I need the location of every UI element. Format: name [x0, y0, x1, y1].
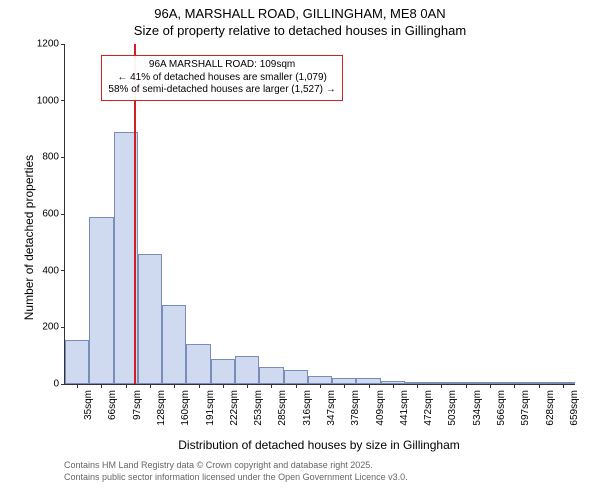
chart-container: 96A, MARSHALL ROAD, GILLINGHAM, ME8 0AN … [0, 0, 600, 500]
annotation-box: 96A MARSHALL ROAD: 109sqm← 41% of detach… [101, 55, 342, 101]
x-tick-mark [320, 384, 321, 388]
x-tick-mark [223, 384, 224, 388]
x-tick-mark [126, 384, 127, 388]
y-tick-label: 0 [53, 379, 65, 390]
y-tick-label: 800 [42, 152, 65, 163]
x-tick-label: 160sqm [178, 390, 191, 426]
annotation-line: 96A MARSHALL ROAD: 109sqm [108, 59, 335, 72]
annotation-line: ← 41% of detached houses are smaller (1,… [108, 72, 335, 85]
histogram-bar [259, 367, 283, 384]
histogram-bar [356, 378, 380, 384]
histogram-bar [65, 340, 89, 384]
x-tick-label: 659sqm [567, 390, 580, 426]
histogram-bar [211, 359, 235, 385]
x-tick-mark [271, 384, 272, 388]
x-tick-mark [466, 384, 467, 388]
x-tick-label: 472sqm [421, 390, 434, 426]
title-line-2: Size of property relative to detached ho… [0, 23, 600, 40]
x-tick-label: 285sqm [275, 390, 288, 426]
x-tick-mark [77, 384, 78, 388]
histogram-bar [162, 305, 186, 384]
histogram-bar [381, 381, 405, 384]
x-tick-label: 35sqm [81, 390, 94, 420]
x-tick-mark [563, 384, 564, 388]
y-tick-label: 1000 [37, 95, 65, 106]
x-tick-mark [393, 384, 394, 388]
chart-title: 96A, MARSHALL ROAD, GILLINGHAM, ME8 0AN … [0, 0, 600, 40]
x-axis-label: Distribution of detached houses by size … [64, 438, 574, 452]
x-tick-label: 191sqm [203, 390, 216, 426]
histogram-bar [429, 382, 453, 384]
x-tick-mark [490, 384, 491, 388]
histogram-bar [502, 382, 526, 384]
x-tick-mark [417, 384, 418, 388]
histogram-bar [235, 356, 259, 384]
y-axis-label: Number of detached properties [22, 155, 36, 320]
x-tick-mark [344, 384, 345, 388]
x-tick-mark [441, 384, 442, 388]
plot-area: 02004006008001000120035sqm66sqm97sqm128s… [64, 44, 575, 385]
x-tick-mark [101, 384, 102, 388]
x-tick-label: 503sqm [445, 390, 458, 426]
x-tick-label: 316sqm [300, 390, 313, 426]
x-tick-mark [296, 384, 297, 388]
x-tick-label: 409sqm [373, 390, 386, 426]
x-tick-label: 128sqm [154, 390, 167, 426]
title-line-1: 96A, MARSHALL ROAD, GILLINGHAM, ME8 0AN [0, 6, 600, 23]
x-tick-label: 378sqm [348, 390, 361, 426]
x-tick-mark [199, 384, 200, 388]
x-tick-label: 441sqm [397, 390, 410, 426]
x-tick-label: 253sqm [251, 390, 264, 426]
histogram-bar [89, 217, 113, 384]
footer-line-1: Contains HM Land Registry data © Crown c… [64, 460, 408, 472]
histogram-bar [308, 376, 332, 385]
x-tick-label: 597sqm [518, 390, 531, 426]
x-tick-label: 97sqm [130, 390, 143, 420]
x-tick-mark [247, 384, 248, 388]
histogram-bar [478, 382, 502, 384]
y-tick-label: 600 [42, 209, 65, 220]
y-tick-label: 200 [42, 322, 65, 333]
x-tick-mark [539, 384, 540, 388]
x-tick-label: 347sqm [324, 390, 337, 426]
x-tick-label: 66sqm [105, 390, 118, 420]
histogram-bar [186, 344, 210, 384]
histogram-bar [332, 378, 356, 384]
histogram-bar [405, 382, 429, 384]
histogram-bar [138, 254, 162, 384]
histogram-bar [551, 382, 575, 384]
x-tick-label: 628sqm [543, 390, 556, 426]
x-tick-label: 222sqm [227, 390, 240, 426]
histogram-bar [526, 382, 550, 384]
x-tick-mark [150, 384, 151, 388]
x-tick-label: 566sqm [494, 390, 507, 426]
x-tick-label: 534sqm [470, 390, 483, 426]
y-tick-label: 1200 [37, 39, 65, 50]
annotation-line: 58% of semi-detached houses are larger (… [108, 84, 335, 97]
histogram-bar [284, 370, 308, 384]
chart-footer: Contains HM Land Registry data © Crown c… [64, 460, 408, 483]
x-tick-mark [369, 384, 370, 388]
x-tick-mark [174, 384, 175, 388]
y-tick-label: 400 [42, 265, 65, 276]
x-tick-mark [514, 384, 515, 388]
footer-line-2: Contains public sector information licen… [64, 472, 408, 484]
histogram-bar [454, 382, 478, 384]
